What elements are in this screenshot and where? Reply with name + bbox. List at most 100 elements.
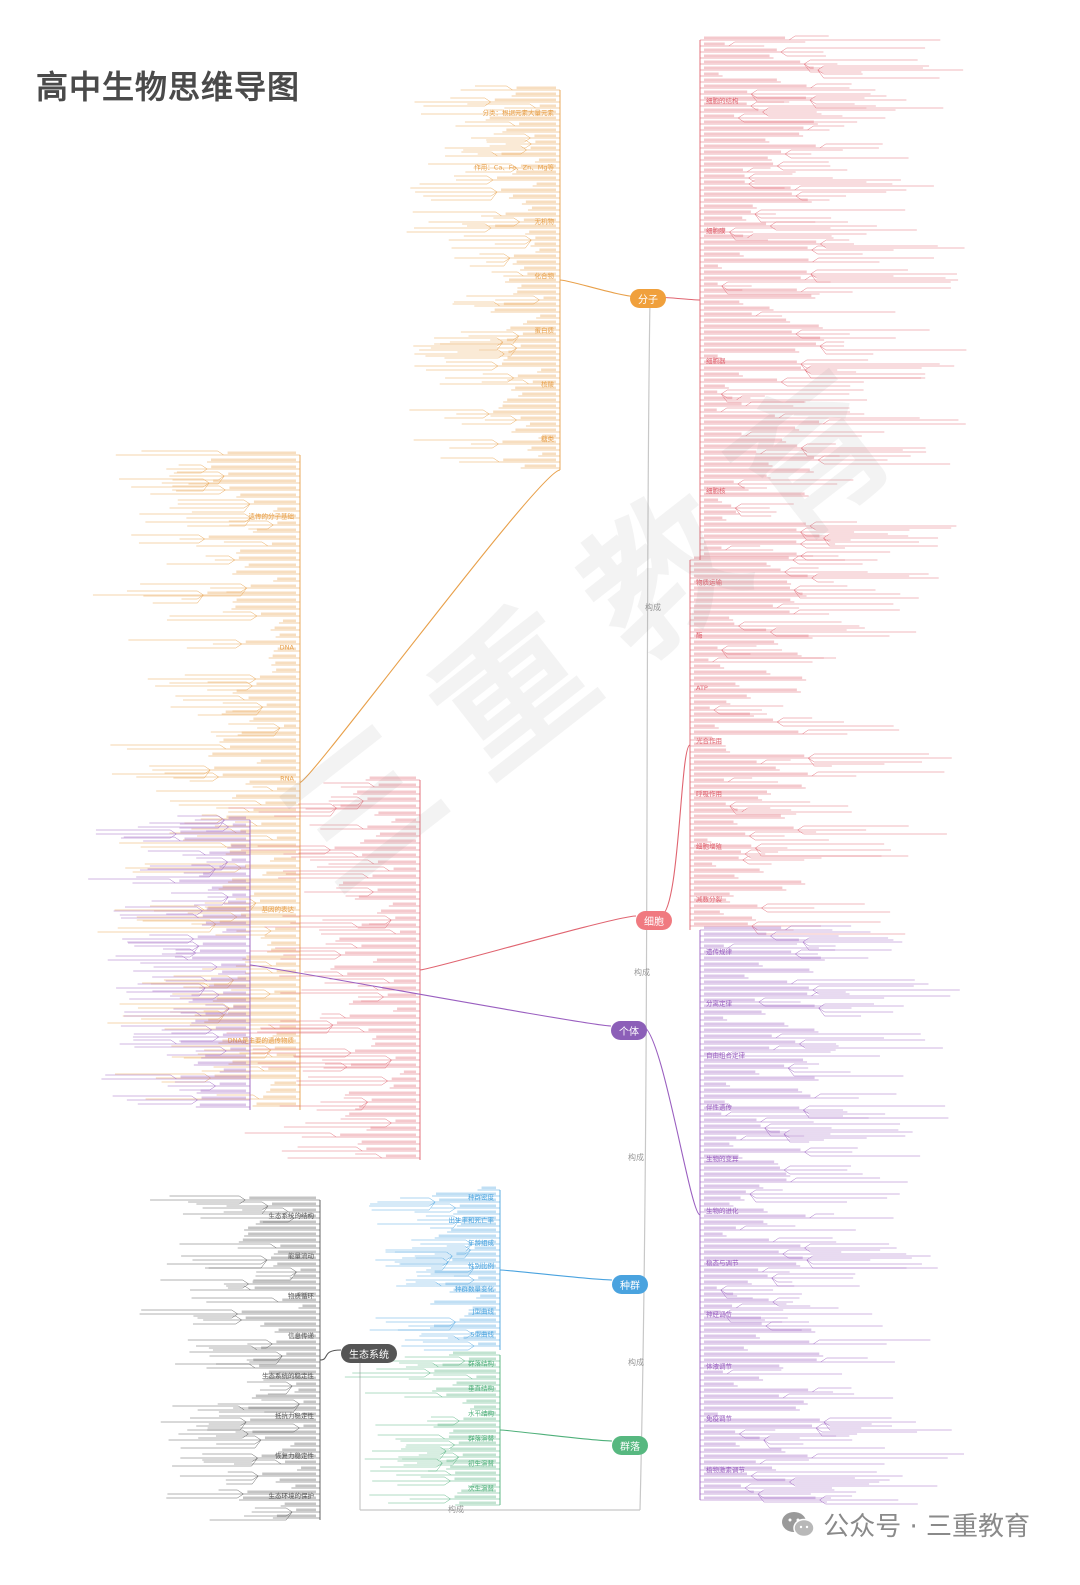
molecule-left-sub-line xyxy=(131,482,210,488)
cell-left-sub-line xyxy=(274,807,337,817)
hub-individual[interactable]: 个体 xyxy=(611,1021,647,1040)
individual-right-sub-line xyxy=(795,953,869,959)
molecule-left-leaf-text xyxy=(271,948,296,952)
cell-left-leaf-text xyxy=(357,790,416,794)
molecule-upper-leaf-text xyxy=(510,326,556,330)
population-label: 种群数量变化 xyxy=(455,1284,495,1293)
individual-right-leaf-text xyxy=(704,1442,736,1446)
cell-left-leaf-text xyxy=(367,797,416,801)
molecule-upper-leaf-text xyxy=(494,308,556,312)
individual-right-leaf-text xyxy=(704,1496,816,1500)
molecule-upper-leaf-text xyxy=(516,170,556,174)
cell-right-top-leaf-text xyxy=(704,378,778,382)
individual-left-leaf-text xyxy=(221,963,246,967)
cell-left-sub-line xyxy=(340,1118,392,1124)
population-leaf-text xyxy=(463,1216,496,1220)
hub-molecule[interactable]: 分子 xyxy=(630,289,666,308)
individual-right-leaf-text xyxy=(704,1364,780,1368)
hub-population[interactable]: 种群 xyxy=(612,1275,648,1294)
individual-right-leaf-text xyxy=(704,1424,813,1428)
molecule-upper-leaf-text xyxy=(536,182,556,186)
ecosystem-leaf-text xyxy=(294,1334,316,1338)
cell-right-top-sub-line xyxy=(745,431,885,437)
individual-right-label: 神经调节 xyxy=(706,1310,733,1319)
molecule-left-sub-line xyxy=(186,643,242,649)
individual-right-sub-line xyxy=(818,1007,894,1013)
molecule-upper-sub-line xyxy=(413,439,499,445)
individual-left-leaf-text xyxy=(199,1103,246,1107)
population-sub-line xyxy=(408,1321,456,1327)
molecule-left-leaf-text xyxy=(274,1046,296,1050)
molecule-upper-sub-line xyxy=(485,109,509,115)
individual-right-sub-line xyxy=(819,1495,853,1501)
cell-right-top-sub-line xyxy=(737,113,822,119)
individual-left-sub-line xyxy=(205,1004,230,1010)
molecule-left-sub-line xyxy=(142,916,238,922)
community-sub-line xyxy=(399,1362,439,1368)
hub-cell[interactable]: 细胞 xyxy=(636,911,672,930)
individual-right-sub-line xyxy=(787,1063,820,1069)
individual-right-sub-line xyxy=(775,1033,921,1039)
population-sub-line xyxy=(406,1279,475,1285)
footer-text: 公众号 · 三重教育 xyxy=(823,1512,1030,1542)
cell-left-sub-line xyxy=(343,1097,368,1103)
molecule-left-sub-line xyxy=(191,503,251,513)
cell-right-top-leaf-text xyxy=(704,264,718,268)
molecule-left-leaf-text xyxy=(268,1067,296,1071)
population-leaf-text xyxy=(439,1198,496,1202)
ecosystem-leaf-text xyxy=(247,1490,316,1494)
molecule-left-leaf-text xyxy=(229,850,296,854)
cell-right-top-sub-line xyxy=(755,311,896,317)
molecule-left-leaf-text xyxy=(250,584,296,588)
individual-right-leaf-text xyxy=(704,1274,768,1278)
individual-left-sub-line xyxy=(137,1099,198,1105)
cell-left-sub-line xyxy=(323,782,375,788)
individual-right-leaf-text xyxy=(704,1448,782,1452)
cell-right-top-leaf-text xyxy=(704,330,792,334)
hub-ecosystem[interactable]: 生态系统 xyxy=(341,1344,397,1363)
individual-right-leaf-text xyxy=(704,1220,764,1224)
cell-right-mid-leaf-text xyxy=(694,778,724,782)
ecosystem-trunk xyxy=(319,1349,342,1361)
individual-right-leaf-text xyxy=(704,1088,799,1092)
molecule-left-leaf-text xyxy=(240,549,296,553)
molecule-left-leaf-text xyxy=(236,570,296,574)
individual-left-sub-line xyxy=(163,948,197,954)
cell-left-leaf-text xyxy=(366,1147,416,1151)
cell-right-top-sub-line xyxy=(745,401,806,407)
cell-right-top-leaf-text xyxy=(704,84,807,88)
cell-left-leaf-text xyxy=(340,1133,416,1137)
cell-right-top-leaf-text xyxy=(704,510,736,514)
ecosystem-sub-line xyxy=(166,1493,244,1499)
molecule-left-sub-line xyxy=(170,1007,230,1013)
community-sub-line xyxy=(428,1470,452,1476)
individual-right-sub-line xyxy=(806,1255,931,1261)
individual-right-sub-line xyxy=(735,1303,787,1309)
individual-left-leaf-text xyxy=(228,816,246,820)
molecule-upper-sub-line xyxy=(412,211,502,217)
molecule-upper-leaf-text xyxy=(521,284,556,288)
individual-left-leaf-text xyxy=(197,935,246,939)
molecule-upper-leaf-text xyxy=(529,230,556,234)
individual-right-leaf-text xyxy=(704,1256,803,1260)
hub-community[interactable]: 群落 xyxy=(612,1436,648,1455)
cell-right-mid-leaf-text xyxy=(694,640,775,644)
population-leaf-text xyxy=(481,1186,496,1190)
individual-right-sub-line xyxy=(802,941,836,947)
individual-right-leaf-text xyxy=(704,1100,725,1104)
cell-right-top-sub-line xyxy=(748,173,793,179)
cell-left-sub-line xyxy=(293,1055,392,1061)
molecule-left-sub-line xyxy=(216,1094,260,1100)
molecule-left-leaf-text xyxy=(233,1004,296,1008)
ecosystem-sub-line xyxy=(227,1471,259,1477)
cell-left-sub-line xyxy=(285,873,369,879)
ecosystem-sub-line xyxy=(190,1417,247,1423)
cell-right-mid-leaf-text xyxy=(694,628,767,632)
molecule-upper-sub-line xyxy=(454,175,494,181)
individual-right-sub-line xyxy=(758,997,885,1003)
community-leaf-text xyxy=(436,1387,496,1391)
cell-right-top-leaf-text xyxy=(704,312,752,316)
cell-left-sub-line xyxy=(249,950,342,956)
cell-left-leaf-text xyxy=(391,1077,416,1081)
individual-left-sub-line xyxy=(194,896,229,906)
